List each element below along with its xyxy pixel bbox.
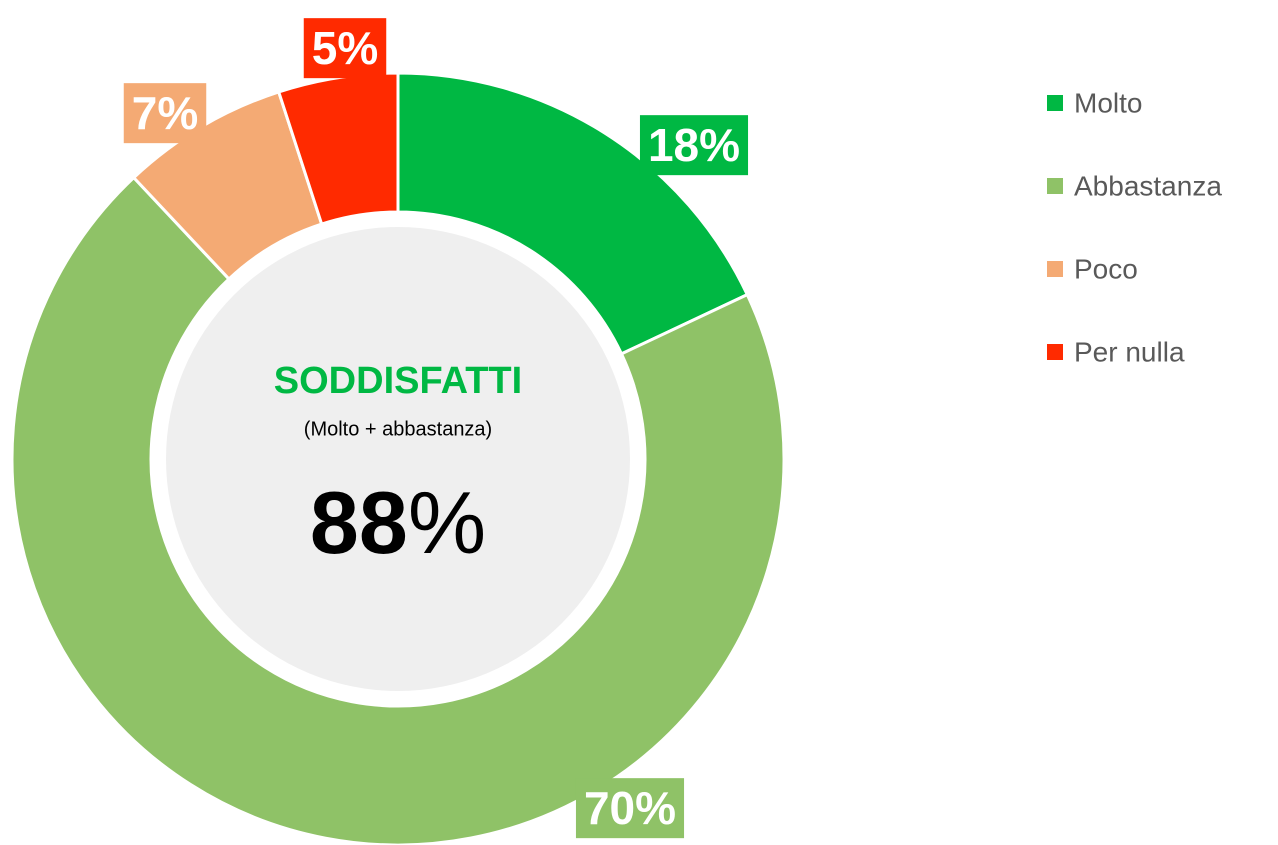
data-label: 5% — [312, 22, 378, 74]
center-unit: % — [408, 473, 486, 572]
center-value: 88% — [310, 473, 486, 572]
data-label: 18% — [648, 119, 740, 171]
segment — [276, 71, 400, 226]
legend-label: Poco — [1074, 253, 1138, 284]
center-background — [166, 227, 630, 691]
data-label-box — [575, 778, 685, 839]
legend-swatch — [1047, 178, 1063, 194]
legend-label: Per nulla — [1074, 336, 1185, 367]
legend-label: Molto — [1074, 87, 1142, 118]
data-label-box — [303, 18, 387, 79]
data-label: 7% — [132, 87, 198, 139]
legend-label: Abbastanza — [1074, 170, 1222, 201]
center-title: SODDISFATTI — [274, 360, 522, 402]
legend-swatch — [1047, 344, 1063, 360]
legend-swatch — [1047, 95, 1063, 111]
center-number: 88 — [310, 473, 408, 572]
data-label-box — [639, 115, 749, 176]
legend-swatch — [1047, 261, 1063, 277]
data-label-box — [123, 83, 207, 144]
segment — [396, 71, 750, 356]
segment — [10, 175, 786, 845]
center-note: (Molto + abbastanza) — [304, 418, 492, 440]
data-label: 70% — [584, 782, 676, 834]
